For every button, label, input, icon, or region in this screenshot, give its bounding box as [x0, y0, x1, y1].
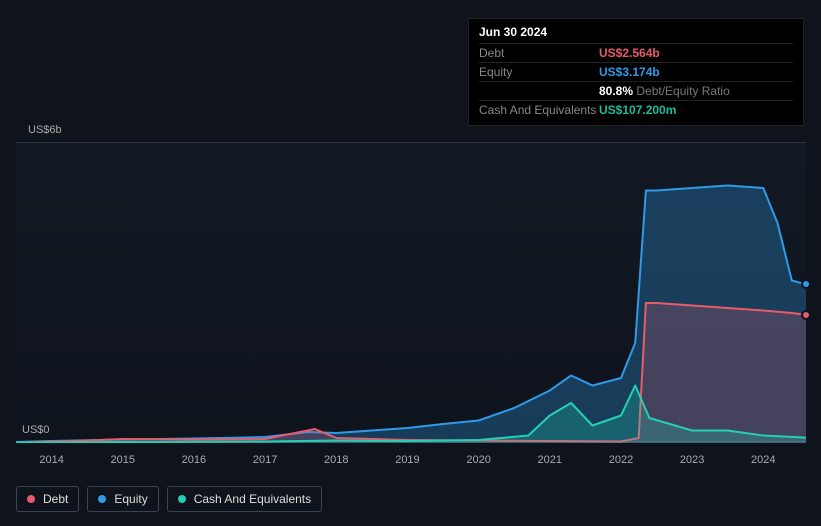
x-tick: 2016 [182, 454, 206, 466]
y-axis-top-label: US$6b [28, 124, 62, 136]
series-area-debt [16, 303, 806, 443]
tooltip-label: Debt [479, 46, 599, 60]
chart-legend: Debt Equity Cash And Equivalents [16, 486, 322, 512]
tooltip-row: EquityUS$3.174b [479, 62, 793, 81]
legend-item-debt[interactable]: Debt [16, 486, 79, 512]
x-tick: 2023 [680, 454, 704, 466]
legend-label: Cash And Equivalents [194, 492, 311, 506]
chart-plot [16, 142, 806, 442]
tooltip-label: Cash And Equivalents [479, 103, 599, 117]
y-axis-bottom-label: US$0 [22, 424, 50, 436]
series-end-marker [801, 310, 811, 320]
tooltip-row: DebtUS$2.564b [479, 43, 793, 62]
legend-dot-icon [98, 495, 106, 503]
legend-dot-icon [27, 495, 35, 503]
tooltip-label: Equity [479, 65, 599, 79]
tooltip-value: US$107.200m [599, 103, 676, 117]
x-tick: 2020 [466, 454, 490, 466]
x-tick: 2019 [395, 454, 419, 466]
x-tick: 2021 [538, 454, 562, 466]
tooltip-rows: DebtUS$2.564bEquityUS$3.174b80.8% Debt/E… [479, 43, 793, 119]
chart-tooltip: Jun 30 2024 DebtUS$2.564bEquityUS$3.174b… [468, 18, 804, 126]
legend-item-cash-and-equivalents[interactable]: Cash And Equivalents [167, 486, 322, 512]
tooltip-date: Jun 30 2024 [479, 25, 793, 39]
tooltip-row: Cash And EquivalentsUS$107.200m [479, 100, 793, 119]
x-tick: 2015 [111, 454, 135, 466]
legend-dot-icon [178, 495, 186, 503]
x-tick: 2022 [609, 454, 633, 466]
x-tick: 2014 [39, 454, 63, 466]
x-tick: 2018 [324, 454, 348, 466]
tooltip-value: 80.8% Debt/Equity Ratio [599, 84, 730, 98]
tooltip-value: US$3.174b [599, 65, 660, 79]
legend-item-equity[interactable]: Equity [87, 486, 158, 512]
tooltip-value: US$2.564b [599, 46, 660, 60]
tooltip-row: 80.8% Debt/Equity Ratio [479, 81, 793, 100]
legend-label: Equity [114, 492, 147, 506]
x-tick: 2024 [751, 454, 775, 466]
legend-label: Debt [43, 492, 68, 506]
series-end-marker [801, 279, 811, 289]
x-tick: 2017 [253, 454, 277, 466]
x-axis: 2014 2015 2016 2017 2018 2019 2020 2021 2022 2023… [16, 454, 806, 474]
chart-svg [16, 143, 806, 443]
tooltip-label [479, 84, 599, 98]
